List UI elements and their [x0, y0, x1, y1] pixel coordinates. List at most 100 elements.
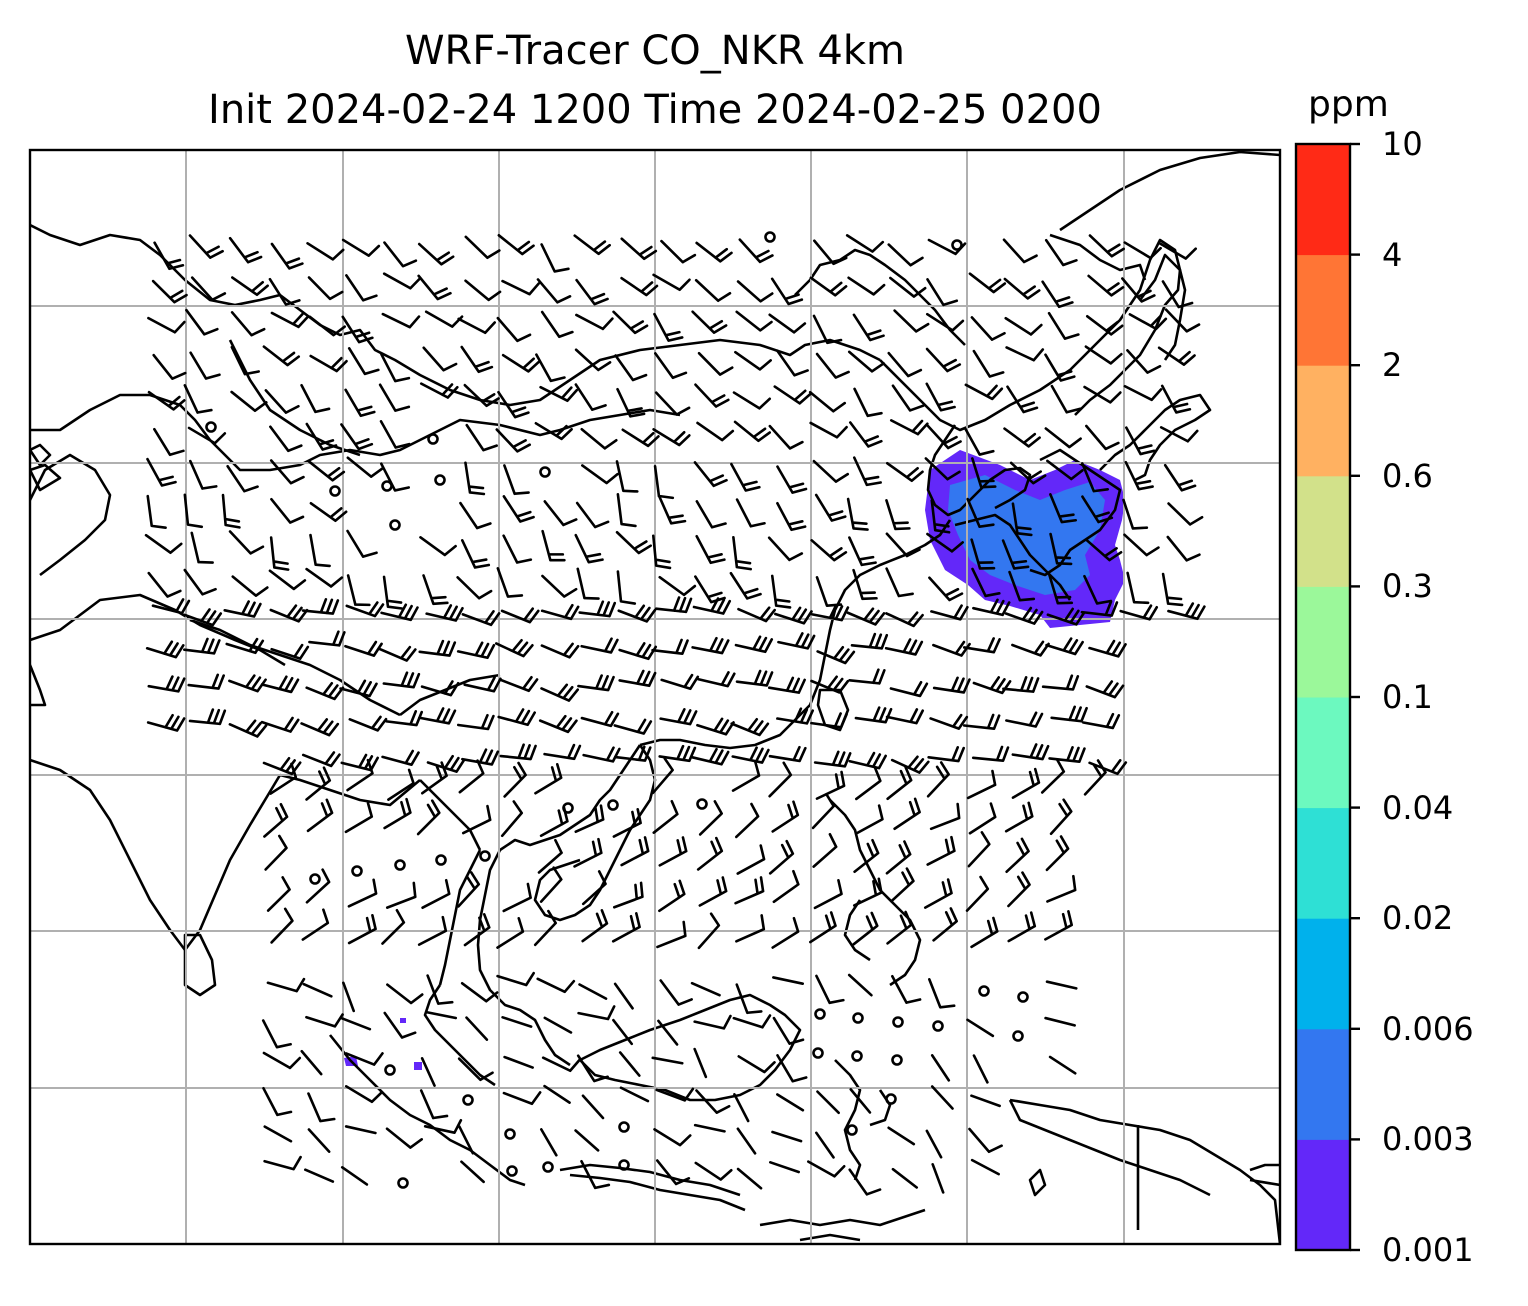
wind-barb [612, 881, 644, 909]
wind-barb [543, 1084, 571, 1104]
wind-barb [771, 800, 800, 833]
wind-barb [970, 916, 999, 949]
wind-barb [815, 352, 850, 379]
wind-barb [424, 310, 464, 328]
wind-barb [230, 311, 266, 337]
wind-barb [230, 345, 260, 376]
wind-barb [777, 632, 816, 650]
wind-barb [379, 462, 410, 492]
wind-barb [576, 567, 600, 600]
wind-barb [809, 911, 837, 944]
wind-barb [968, 802, 997, 835]
wind-barb [580, 637, 619, 654]
map-frame [28, 148, 1282, 1246]
wind-barb [1048, 746, 1086, 763]
wind-barb [225, 637, 265, 655]
wind-barb [926, 424, 962, 450]
wind-barb [962, 713, 1001, 731]
wind-barb [262, 756, 302, 776]
wind-barb [263, 802, 289, 838]
wind-barb [383, 797, 412, 830]
wind-barb [580, 1159, 611, 1190]
wind-barb [930, 1085, 954, 1110]
wind-barb [301, 751, 341, 768]
wind-barb [735, 983, 763, 1015]
wind-barb [226, 464, 259, 493]
colorbar-tick-label: 0.001 [1382, 1231, 1474, 1269]
wind-barb [772, 869, 800, 904]
wind-barb [146, 713, 186, 732]
wind-barb [618, 1051, 641, 1077]
wind-barb [1007, 871, 1031, 908]
wind-barb [971, 457, 997, 489]
wind-barb [1050, 705, 1088, 723]
wind-barb [344, 1125, 377, 1135]
wind-barb [187, 673, 225, 690]
wind-barb [697, 912, 721, 950]
wind-barb [264, 834, 288, 871]
wind-barb [657, 494, 687, 525]
wind-barb [340, 423, 374, 451]
wind-barb [1007, 911, 1037, 943]
wind-barb [734, 876, 765, 905]
wind-barb [264, 389, 300, 414]
wind-barb [1005, 711, 1044, 728]
wind-barb [815, 1131, 835, 1159]
wind-barb [307, 460, 346, 482]
wind-barb [307, 1128, 331, 1153]
wind-barb [1167, 602, 1206, 621]
wind-barb [1085, 314, 1124, 336]
wind-barb [651, 638, 689, 655]
wind-barb [929, 713, 969, 730]
wind-barb [691, 747, 730, 766]
wind-barb [262, 345, 301, 367]
wind-barb [538, 714, 578, 734]
wind-barb [573, 234, 611, 256]
wind-barb [456, 576, 493, 600]
wind-barb [733, 1093, 750, 1123]
wind-barb [151, 279, 188, 304]
colorbar-segment [1296, 586, 1350, 698]
calm-wind-marker [851, 1050, 863, 1062]
calm-wind-marker [1017, 991, 1029, 1003]
wind-barb [660, 239, 697, 264]
wind-barb [887, 351, 923, 378]
wind-barb [270, 907, 294, 944]
calm-wind-marker [539, 466, 551, 478]
wind-barb [307, 1092, 336, 1123]
wind-barb [305, 1013, 344, 1028]
wind-barb [848, 421, 883, 448]
wind-barb [416, 799, 441, 836]
wind-barb [1128, 313, 1168, 331]
wind-barb [769, 1160, 800, 1174]
wind-barb [578, 600, 617, 618]
wind-barb [1085, 538, 1123, 562]
wind-barb [301, 908, 330, 941]
wind-barb [1044, 238, 1078, 267]
wind-barb [697, 351, 734, 376]
calm-wind-marker [814, 1008, 826, 1020]
wind-barb [1005, 837, 1030, 873]
wind-barb [926, 532, 964, 553]
wind-barb [616, 387, 646, 418]
wind-barb [887, 243, 924, 267]
wind-barb [540, 243, 570, 273]
wind-barb [465, 423, 498, 452]
wind-barb [1126, 571, 1150, 605]
wind-barb [1121, 277, 1156, 303]
wind-barb [815, 974, 845, 1005]
wind-barb [1046, 874, 1077, 903]
wind-barb [698, 800, 723, 836]
wind-barb [809, 421, 848, 439]
wind-barb [848, 536, 877, 567]
wind-barb [382, 575, 404, 610]
wind-barb [730, 462, 761, 492]
wind-barb [344, 640, 383, 657]
wind-barb [501, 279, 540, 296]
wind-barb [967, 831, 991, 868]
wind-barb [270, 497, 305, 524]
wind-barb [847, 973, 873, 997]
wind-barb [695, 241, 733, 263]
wind-barb [499, 743, 537, 761]
wind-barb [383, 1011, 417, 1039]
